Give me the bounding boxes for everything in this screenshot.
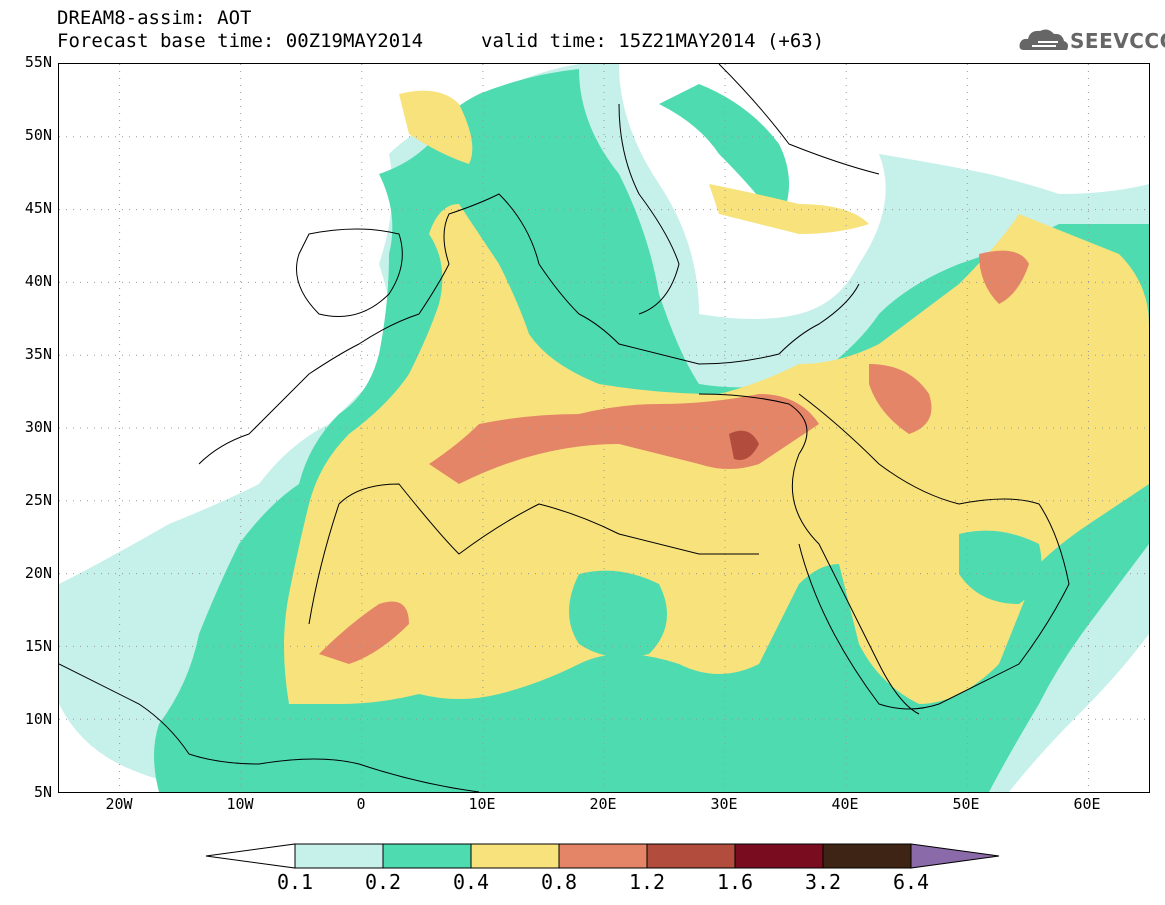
colorbar-swatch xyxy=(382,843,472,869)
colorbar-swatch xyxy=(734,843,824,869)
logo-text: SEEVCCC xyxy=(1070,29,1165,53)
lon-label: 20E xyxy=(589,795,617,813)
lat-label: 40N xyxy=(24,272,52,290)
colorbar-label: 6.4 xyxy=(892,870,930,894)
colorbar-swatch xyxy=(822,843,912,869)
map-title: DREAM8-assim: AOT xyxy=(57,7,252,29)
lat-label: 10N xyxy=(24,710,52,728)
lat-label: 50N xyxy=(24,126,52,144)
lon-label: 20W xyxy=(105,795,133,813)
colorbar-under-triangle xyxy=(205,843,296,869)
lat-label: 30N xyxy=(24,418,52,436)
colorbar-label: 1.2 xyxy=(628,870,666,894)
lat-label: 55N xyxy=(24,53,52,71)
lon-label: 10E xyxy=(468,795,496,813)
colorbar-swatch xyxy=(558,843,648,869)
colorbar-label: 0.2 xyxy=(364,870,402,894)
colorbar-label: 0.4 xyxy=(452,870,490,894)
forecast-base-time: Forecast base time: 00Z19MAY2014 xyxy=(57,30,424,52)
valid-time: valid time: 15Z21MAY2014 (+63) xyxy=(481,30,825,52)
lat-label: 35N xyxy=(24,345,52,363)
aot-map xyxy=(58,63,1150,793)
colorbar-swatch xyxy=(470,843,560,869)
lon-label: 50E xyxy=(952,795,980,813)
aot-field-1.2 xyxy=(729,430,759,460)
cloud-logo-icon xyxy=(1019,29,1068,50)
coastlines xyxy=(59,64,1070,792)
colorbar-swatch xyxy=(294,843,384,869)
lat-label: 15N xyxy=(24,637,52,655)
colorbar-label: 0.1 xyxy=(276,870,314,894)
colorbar-over-triangle xyxy=(910,843,1000,869)
lon-label: 0 xyxy=(356,795,366,813)
aot-field-0.8 xyxy=(319,250,1029,664)
colorbar-label: 3.2 xyxy=(804,870,842,894)
lon-label: 30E xyxy=(710,795,738,813)
lon-label: 60E xyxy=(1073,795,1101,813)
aot-field-0.2-inner xyxy=(569,530,1042,658)
lon-label: 10W xyxy=(226,795,254,813)
colorbar-label: 1.6 xyxy=(716,870,754,894)
colorbar-label: 0.8 xyxy=(540,870,578,894)
lat-label: 20N xyxy=(24,564,52,582)
colorbar-swatch xyxy=(646,843,736,869)
colorbar xyxy=(205,843,1000,869)
lat-label: 45N xyxy=(24,199,52,217)
grid-lines xyxy=(59,64,1149,792)
lat-label: 25N xyxy=(24,491,52,509)
lat-label: 5N xyxy=(33,783,52,801)
lon-label: 40E xyxy=(831,795,859,813)
